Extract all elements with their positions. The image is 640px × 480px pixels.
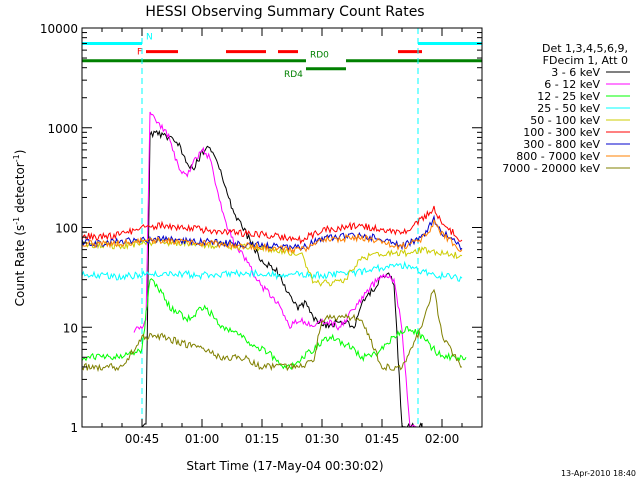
flag-bars: NF RD0 RD4 [82, 32, 482, 80]
legend-entry-label: 100 - 300 keV [523, 126, 600, 139]
y-axis-label-part: ) [13, 150, 27, 155]
legend-entry-label: 25 - 50 keV [537, 102, 600, 115]
series-line [81, 260, 463, 282]
series-line [81, 278, 467, 371]
series-line [81, 205, 463, 245]
series-line [81, 288, 463, 373]
x-axis-ticks: 00:45 01:00 01:15 01:30 01:45 02:00 [101, 28, 463, 446]
x-tick-label: 00:45 [125, 432, 160, 446]
y-axis-label-part: detector [13, 162, 27, 217]
legend-entry-label: 6 - 12 keV [544, 78, 600, 91]
x-tick-label: 01:15 [245, 432, 280, 446]
legend-entry-label: 12 - 25 keV [537, 90, 600, 103]
x-tick-label: 01:00 [185, 432, 220, 446]
y-axis-label-part: Count Rate (s [13, 225, 27, 307]
y-axis-label-sup: -1 [12, 217, 21, 225]
y-tick-label: 100 [55, 222, 78, 236]
series-line [133, 111, 418, 428]
legend-entry-label: 800 - 7000 keV [516, 150, 600, 163]
legend-header: Det 1,3,4,5,6,9, [542, 42, 628, 55]
y-tick-label: 10000 [40, 22, 78, 36]
y-axis-label-sup: -1 [12, 154, 21, 162]
flag-label-n: N [146, 32, 153, 42]
legend-header: FDecim 1, Att 0 [543, 54, 628, 67]
series-line [81, 218, 463, 254]
chart-title: HESSI Observing Summary Count Rates [145, 4, 424, 20]
y-tick-label: 1000 [47, 122, 78, 136]
legend-entry-label: 50 - 100 keV [530, 114, 600, 127]
legend-entry-label: 300 - 800 keV [523, 138, 600, 151]
legend-entry-label: 7000 - 20000 keV [502, 162, 600, 175]
flag-label-rd4: RD4 [284, 70, 303, 80]
x-tick-label: 01:45 [365, 432, 400, 446]
y-tick-label: 10 [63, 321, 78, 335]
series-lines [81, 111, 467, 428]
y-axis-ticks: 1 10 100 1000 10000 [40, 22, 482, 435]
y-axis-label: Count Rate (s-1 detector-1) [12, 150, 27, 307]
timestamp: 13-Apr-2010 18:40 [561, 469, 636, 478]
x-tick-label: 01:30 [305, 432, 340, 446]
flag-label-rd0: RD0 [310, 51, 329, 61]
series-line [141, 129, 426, 428]
x-tick-label: 02:00 [425, 432, 460, 446]
x-axis-label: Start Time (17-May-04 00:30:02) [186, 459, 383, 473]
y-tick-label: 1 [70, 421, 78, 435]
legend: Det 1,3,4,5,6,9,FDecim 1, Att 03 - 6 keV… [502, 42, 630, 175]
legend-entry-label: 3 - 6 keV [551, 66, 600, 79]
flag-label-f: F [137, 48, 142, 58]
